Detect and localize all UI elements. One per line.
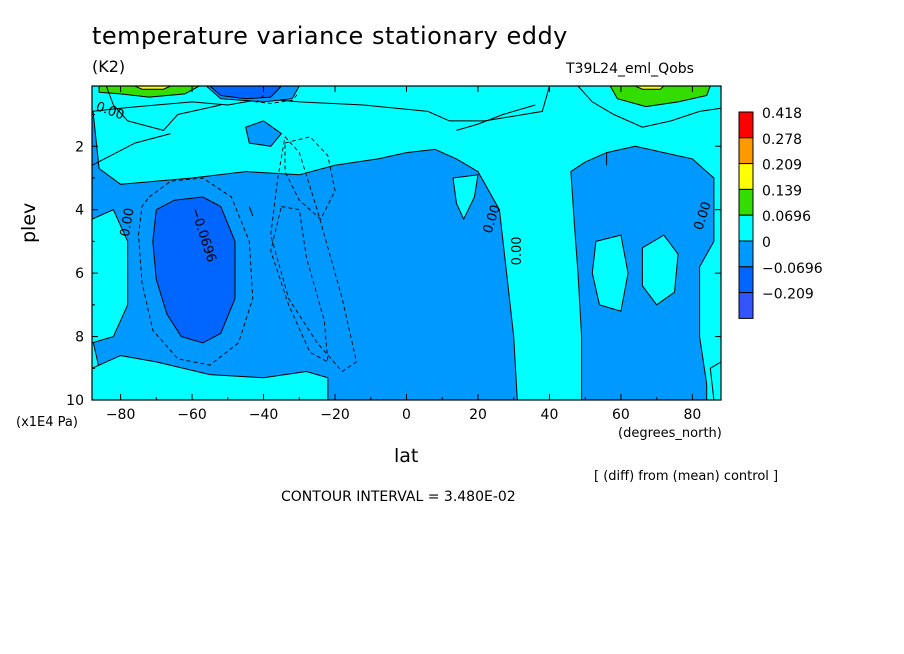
y-axis-units: (x1E4 Pa): [16, 415, 78, 430]
region-5: [92, 209, 129, 344]
dashed-contour-2: [270, 206, 329, 363]
legend-swatch-4: [738, 214, 754, 242]
y-tick-label-1: 4: [75, 203, 84, 219]
x-tick-label-1: −60: [177, 407, 207, 423]
x-tick-label-4: 0: [402, 407, 411, 423]
legend-label-0: 0.418: [762, 106, 802, 122]
region-9: [591, 234, 629, 312]
solid-contour-3: [456, 104, 536, 131]
color-legend: 0.418 0.278 0.209 0.139 0.0696 0 −0.0696 −0.209: [738, 106, 823, 319]
x-tick-label-0: −80: [106, 407, 136, 423]
region-14: [98, 86, 200, 98]
y-tick-label-4: 10: [66, 393, 84, 409]
x-axis-label: lat: [394, 445, 419, 467]
legend-swatch-6: [738, 266, 754, 294]
legend-label-4: 0.0696: [762, 209, 811, 225]
legend-swatch-5: [738, 240, 754, 268]
x-tick-label-6: 40: [541, 407, 559, 423]
legend-swatch-7: [738, 292, 754, 319]
contour-lines: [92, 86, 721, 373]
x-tick-label-5: 20: [469, 407, 487, 423]
legend-label-6: −0.0696: [762, 261, 823, 277]
region-16: [134, 86, 171, 90]
x-tick-label-2: −40: [249, 407, 279, 423]
solid-contour-2: [577, 86, 721, 128]
legend-label-5: 0: [762, 235, 771, 251]
legend-label-1: 0.278: [762, 132, 802, 148]
legend-swatch-1: [738, 137, 754, 165]
legend-swatch-3: [738, 188, 754, 216]
dashed-contour-0: [138, 177, 254, 366]
solid-contour-1: [92, 133, 171, 166]
dashed-contour-4: [255, 91, 300, 104]
legend-swatch-0: [738, 111, 754, 139]
solid-contour-5: [248, 206, 254, 217]
region-7: [452, 174, 479, 221]
y-tick-label-3: 8: [75, 330, 84, 346]
legend-label-2: 0.209: [762, 158, 802, 174]
x-axis: −80 −60 −40 −20 0 20 40 60 80: [106, 86, 701, 423]
contour-interval: CONTOUR INTERVAL = 3.480E-02: [281, 489, 516, 505]
region-6: [92, 355, 329, 400]
legend-label-3: 0.139: [762, 183, 802, 199]
footnote: [ (diff) from (mean) control ]: [594, 469, 779, 484]
chart-units: (K2): [92, 57, 126, 76]
region-3: [245, 120, 283, 147]
x-tick-label-7: 60: [612, 407, 630, 423]
filled-regions: [92, 86, 721, 400]
region-12: [152, 196, 236, 344]
region-15: [609, 86, 711, 108]
contour-label-4: 0.00: [510, 236, 525, 265]
x-axis-units: (degrees_north): [618, 426, 722, 441]
dashed-contour-1: [270, 136, 358, 373]
chart-title: temperature variance stationary eddy: [92, 22, 568, 50]
region-17: [634, 86, 665, 90]
dataset-label: T39L24_eml_Qobs: [566, 61, 694, 77]
solid-contour-0: [105, 86, 221, 131]
y-tick-label-0: 2: [75, 139, 84, 155]
x-tick-label-3: −20: [320, 407, 350, 423]
legend-label-7: −0.209: [762, 287, 814, 303]
y-axis: 2 4 6 8 10: [66, 114, 721, 409]
region-10: [641, 234, 679, 306]
dashed-contour-3: [284, 136, 336, 220]
legend-swatch-2: [738, 163, 754, 190]
region-2: [92, 86, 551, 122]
y-tick-label-2: 6: [75, 266, 84, 282]
region-11: [709, 361, 721, 400]
x-tick-label-8: 80: [683, 407, 701, 423]
contour-label-1: 0.00: [118, 207, 138, 238]
